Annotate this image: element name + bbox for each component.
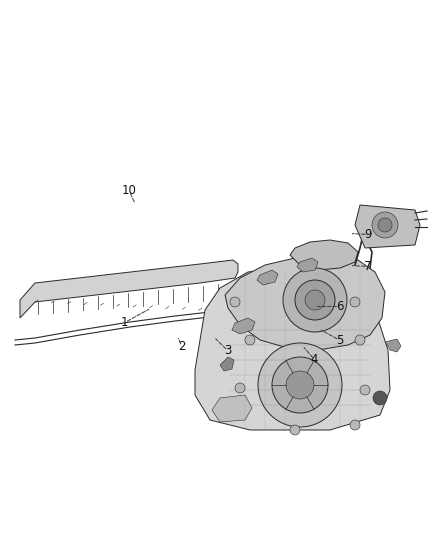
Polygon shape (297, 258, 318, 272)
Circle shape (295, 280, 335, 320)
Text: 7: 7 (364, 260, 372, 273)
Circle shape (350, 420, 360, 430)
Text: 4: 4 (311, 353, 318, 366)
Text: 1: 1 (121, 316, 129, 329)
Polygon shape (257, 270, 278, 285)
Text: 6: 6 (336, 300, 343, 313)
Circle shape (283, 268, 347, 332)
Circle shape (286, 371, 314, 399)
Text: 3: 3 (224, 344, 231, 357)
Text: 2: 2 (178, 340, 186, 353)
Circle shape (355, 335, 365, 345)
Polygon shape (355, 205, 420, 248)
Circle shape (360, 385, 370, 395)
Polygon shape (385, 339, 401, 352)
Text: 10: 10 (122, 184, 137, 197)
Circle shape (272, 357, 328, 413)
Circle shape (378, 218, 392, 232)
Circle shape (245, 335, 255, 345)
Text: 5: 5 (336, 334, 343, 346)
Circle shape (372, 212, 398, 238)
Circle shape (258, 343, 342, 427)
Polygon shape (225, 255, 385, 350)
Polygon shape (232, 318, 255, 334)
Text: 9: 9 (364, 228, 372, 241)
Polygon shape (20, 260, 238, 318)
Polygon shape (195, 268, 390, 430)
Circle shape (235, 383, 245, 393)
Circle shape (373, 391, 387, 405)
Polygon shape (220, 357, 234, 371)
Polygon shape (290, 240, 358, 270)
Circle shape (290, 425, 300, 435)
Circle shape (350, 297, 360, 307)
Polygon shape (212, 395, 252, 422)
Circle shape (305, 290, 325, 310)
Circle shape (230, 297, 240, 307)
